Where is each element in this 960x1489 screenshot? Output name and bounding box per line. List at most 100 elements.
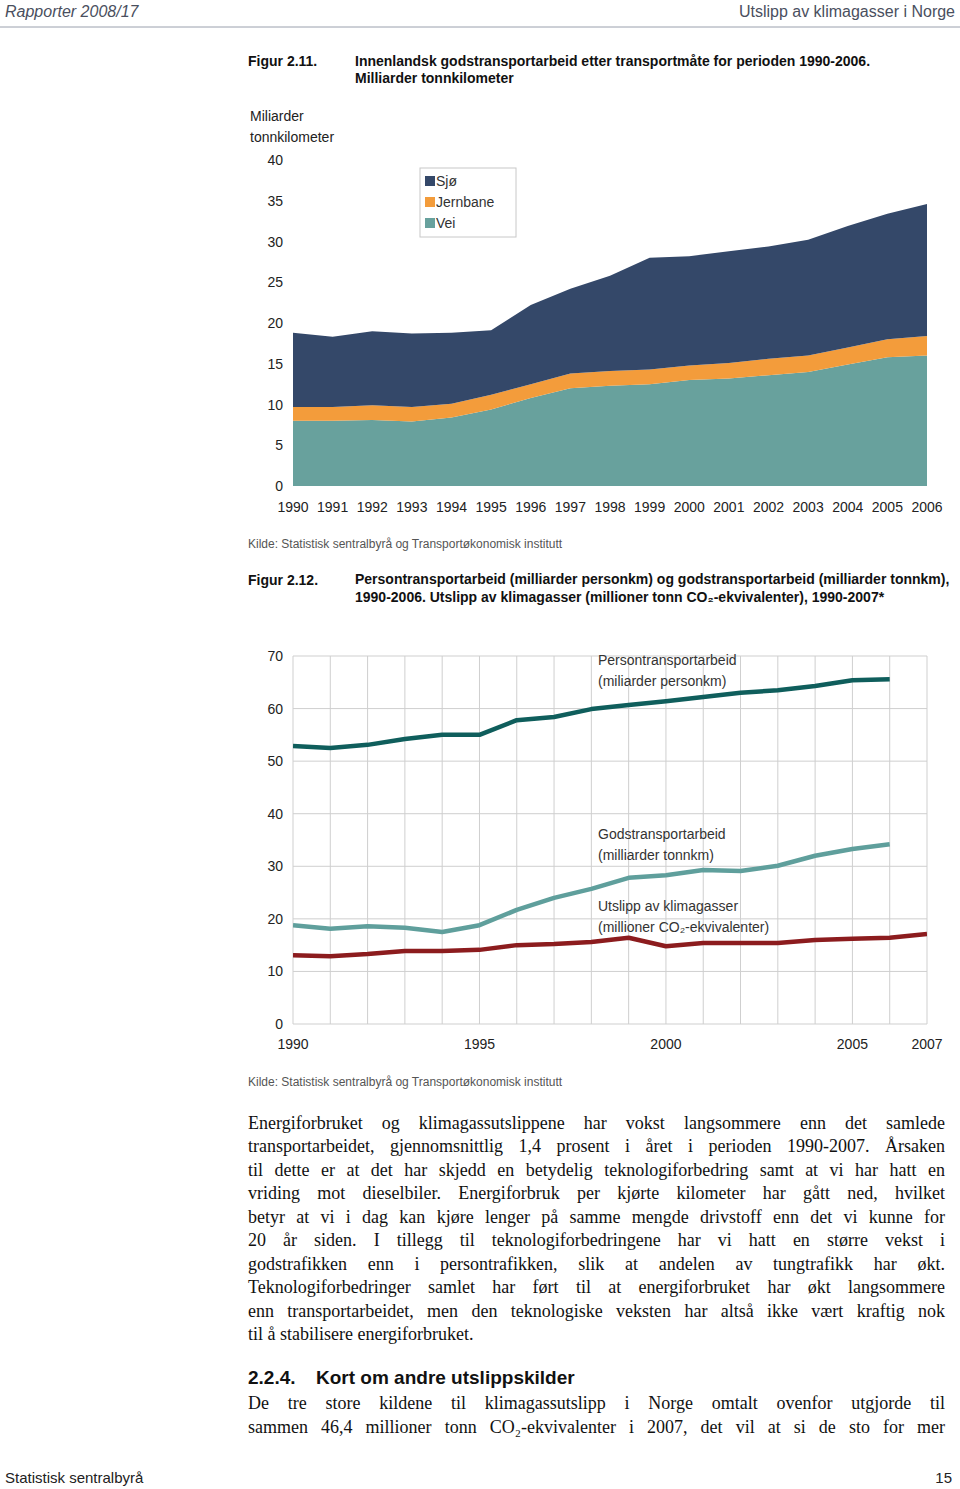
chart-2: Figur 2.12.01020304050607019901995200020… bbox=[248, 572, 943, 1089]
grid-line-x bbox=[777, 656, 778, 1024]
legend-label: Vei bbox=[436, 215, 455, 231]
body-line: vriding mot dieselbiler. Energiforbruk p… bbox=[248, 1182, 945, 1205]
body-line: betyr at vi i dag kan kjøre lenger på sa… bbox=[248, 1206, 945, 1229]
grid-line-x bbox=[927, 656, 928, 1024]
x-tick-label: 1996 bbox=[515, 499, 546, 515]
line-series bbox=[293, 844, 890, 932]
y-tick-label: 20 bbox=[267, 911, 283, 927]
grid-line-x bbox=[404, 656, 405, 1024]
y-tick-label: 5 bbox=[275, 437, 283, 453]
series-label-line: (milliarder tonnkm) bbox=[598, 847, 714, 863]
line-series bbox=[293, 679, 890, 748]
footer-left: Statistisk sentralbyrå bbox=[5, 1469, 144, 1486]
footer-right: 15 bbox=[935, 1469, 952, 1486]
x-tick-label: 1990 bbox=[277, 499, 308, 515]
x-tick-label: 2003 bbox=[793, 499, 824, 515]
grid-line-x bbox=[516, 656, 517, 1024]
grid-line-x bbox=[293, 656, 294, 1024]
x-tick-label: 2000 bbox=[674, 499, 705, 515]
y-tick-label: 60 bbox=[267, 701, 283, 717]
series-label-line: Persontransportarbeid bbox=[598, 652, 737, 668]
y-tick-label: 35 bbox=[267, 193, 283, 209]
x-tick-label: 2005 bbox=[872, 499, 903, 515]
y-tick-label: 10 bbox=[267, 397, 283, 413]
figure-label: Figur 2.12. bbox=[248, 572, 318, 588]
body-line: godstrafikken enn i persontrafikken, sli… bbox=[248, 1253, 945, 1276]
y-tick-label: 30 bbox=[267, 234, 283, 250]
legend-swatch bbox=[425, 218, 435, 228]
series-label: Persontransportarbeid (miliarder personkm… bbox=[598, 652, 737, 689]
y-axis-label-line: tonnkilometer bbox=[250, 129, 334, 145]
section-title: Kort om andre utslippskilder bbox=[316, 1367, 575, 1389]
body-line: De tre store kildene til klimagassutslip… bbox=[248, 1392, 945, 1415]
grid-line-x bbox=[889, 656, 890, 1024]
x-tick-label: 2004 bbox=[832, 499, 863, 515]
x-tick-label: 2000 bbox=[650, 1036, 681, 1052]
x-tick-label: 1998 bbox=[594, 499, 625, 515]
x-tick-label: 1991 bbox=[317, 499, 348, 515]
grid-line-x bbox=[815, 656, 816, 1024]
figure-title: Innenlandsk godstransportarbeid etter tr… bbox=[355, 53, 870, 69]
x-tick-label: 1994 bbox=[436, 499, 467, 515]
x-tick-label: 2006 bbox=[911, 499, 942, 515]
chart-1: Figur 2.11. Innenlandsk godstransportarbe… bbox=[248, 53, 943, 551]
body-line: 20 år siden. I tillegg til teknologiforb… bbox=[248, 1229, 945, 1252]
figure-subtitle: Milliarder tonnkilometer bbox=[355, 70, 514, 86]
section-number: 2.2.4. bbox=[248, 1367, 296, 1389]
series-label-line: Godstransportarbeid bbox=[598, 826, 726, 842]
x-tick-label: 2007 bbox=[911, 1036, 942, 1052]
body-line: til dette er at det har skjedd en betyde… bbox=[248, 1159, 945, 1182]
body-line: transportarbeidet, gjennomsnittlig 1,4 p… bbox=[248, 1135, 945, 1158]
x-tick-label: 1993 bbox=[396, 499, 427, 515]
grid-line-x bbox=[330, 656, 331, 1024]
marks bbox=[293, 204, 927, 486]
x-tick-label: 2005 bbox=[837, 1036, 868, 1052]
figure-label: Figur 2.11. bbox=[248, 53, 317, 69]
legend-label: Sjø bbox=[436, 173, 457, 189]
y-tick-label: 40 bbox=[267, 806, 283, 822]
body-line: enn transportarbeidet, men den teknologi… bbox=[248, 1300, 945, 1323]
series-label: Utslipp av klimagasser(millioner CO₂-ekv… bbox=[598, 898, 769, 935]
series-label-line: (miliarder personkm) bbox=[598, 673, 726, 689]
x-tick-label: 1990 bbox=[277, 1036, 308, 1052]
grid-line-x bbox=[852, 656, 853, 1024]
body-line: Teknologiforbedringer samlet har ført ti… bbox=[248, 1276, 945, 1299]
y-tick-label: 40 bbox=[267, 152, 283, 168]
grid bbox=[293, 656, 927, 1024]
y-tick-label: 50 bbox=[267, 753, 283, 769]
legend-swatch bbox=[425, 176, 435, 186]
y-tick-label: 10 bbox=[267, 963, 283, 979]
area-series bbox=[293, 204, 927, 407]
marks bbox=[293, 679, 927, 956]
x-tick-label: 1992 bbox=[357, 499, 388, 515]
x-tick-label: 2001 bbox=[713, 499, 744, 515]
grid-line-x bbox=[442, 656, 443, 1024]
x-tick-label: 1995 bbox=[476, 499, 507, 515]
legend: Sjø Jernbane Vei bbox=[420, 168, 516, 237]
x-tick-label: 1997 bbox=[555, 499, 586, 515]
series-label-line: Utslipp av klimagasser bbox=[598, 898, 738, 914]
y-tick-label: 0 bbox=[275, 478, 283, 494]
source-note: Kilde: Statistisk sentralbyrå og Transpo… bbox=[248, 537, 563, 551]
y-axis-label-line: Miliarder bbox=[250, 108, 304, 124]
x-tick-label: 1999 bbox=[634, 499, 665, 515]
grid-line-y bbox=[293, 971, 927, 972]
x-tick-label: 2002 bbox=[753, 499, 784, 515]
legend-label: Jernbane bbox=[436, 194, 495, 210]
body-line: Energiforbruket og klimagassutslippene h… bbox=[248, 1112, 945, 1135]
x-tick-label: 1995 bbox=[464, 1036, 495, 1052]
y-axis-label: Miliarder tonnkilometer bbox=[250, 108, 334, 145]
source-note: Kilde: Statistisk sentralbyrå og Transpo… bbox=[248, 1075, 563, 1089]
y-tick-label: 20 bbox=[267, 315, 283, 331]
legend-box bbox=[420, 168, 516, 237]
grid-line-x bbox=[479, 656, 480, 1024]
series-label: Godstransportarbeid (milliarder tonnkm) bbox=[598, 826, 726, 863]
y-tick-label: 30 bbox=[267, 858, 283, 874]
grid-line-y bbox=[293, 1024, 927, 1025]
header-left: Rapporter 2008/17 bbox=[5, 3, 140, 20]
header-right: Utslipp av klimagasser i Norge bbox=[739, 3, 955, 20]
figure-title: Persontransportarbeid (milliarder person… bbox=[355, 571, 955, 606]
grid-line-y bbox=[293, 866, 927, 867]
line-series bbox=[293, 934, 927, 956]
grid-line-y bbox=[293, 813, 927, 814]
